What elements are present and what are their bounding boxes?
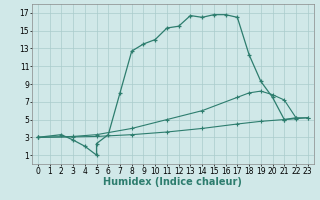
X-axis label: Humidex (Indice chaleur): Humidex (Indice chaleur) (103, 177, 242, 187)
